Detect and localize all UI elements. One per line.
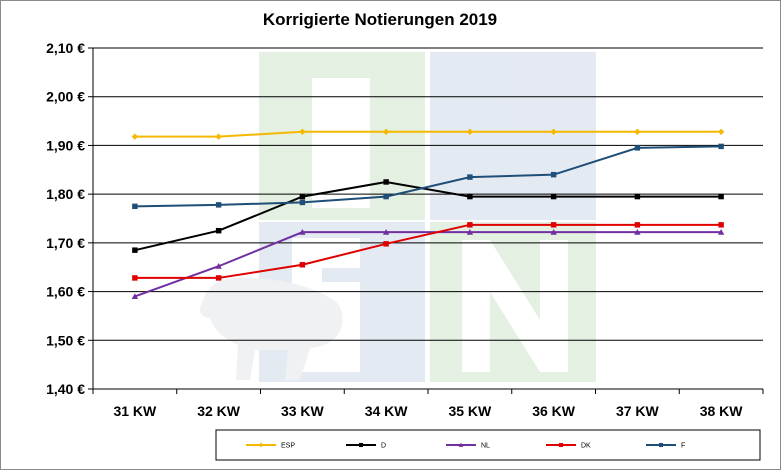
data-point bbox=[550, 128, 557, 135]
data-point bbox=[215, 133, 222, 140]
series-line bbox=[134, 180, 722, 252]
data-point bbox=[215, 263, 222, 269]
y-axis: 2,10 € 2,00 € 1,90 € 1,80 € 1,70 € 1,60 € 1,50… bbox=[46, 40, 94, 397]
data-point bbox=[718, 193, 724, 200]
legend-label: NL bbox=[481, 443, 490, 450]
data-point bbox=[299, 262, 306, 268]
y-tick-label: 1,80 € bbox=[46, 186, 85, 202]
data-point bbox=[132, 247, 138, 253]
legend-label: F bbox=[681, 443, 685, 450]
gridlines bbox=[93, 47, 763, 390]
data-point bbox=[550, 193, 557, 200]
y-tick-label: 1,50 € bbox=[46, 332, 85, 348]
series-dk bbox=[132, 222, 724, 281]
chart-title: Korrigierte Notierungen 2019 bbox=[263, 10, 497, 29]
data-point bbox=[382, 228, 390, 235]
series-esp bbox=[131, 128, 725, 140]
legend-marker bbox=[558, 442, 564, 448]
data-point bbox=[131, 293, 139, 300]
legend-item-esp: ESP bbox=[246, 443, 295, 450]
series-nl bbox=[131, 228, 725, 300]
data-point bbox=[467, 174, 473, 180]
x-tick-label: 36 KW bbox=[532, 403, 576, 419]
legend-label: D bbox=[381, 443, 386, 450]
series-lines bbox=[131, 128, 725, 300]
x-tick-label: 32 KW bbox=[197, 403, 241, 419]
watermark-logo bbox=[200, 52, 596, 382]
x-axis: 31 KW 32 KW 33 KW 34 KW 35 KW 36 KW 37 KW 38 KW bbox=[92, 388, 764, 419]
data-point bbox=[550, 222, 557, 228]
data-point bbox=[634, 128, 641, 135]
data-point bbox=[466, 228, 474, 235]
data-point bbox=[550, 171, 557, 178]
legend-marker bbox=[258, 442, 264, 448]
data-point bbox=[718, 143, 724, 150]
y-tick-label: 1,40 € bbox=[46, 381, 85, 397]
y-tick-label: 1,60 € bbox=[46, 284, 85, 300]
data-point bbox=[717, 128, 725, 135]
x-tick-label: 34 KW bbox=[365, 403, 409, 419]
data-point bbox=[299, 193, 306, 200]
data-point bbox=[382, 128, 390, 135]
data-point bbox=[466, 128, 474, 135]
legend-marker bbox=[458, 442, 464, 447]
legend: ESP D NL DK F bbox=[215, 429, 761, 461]
data-point bbox=[383, 241, 389, 247]
series-f bbox=[132, 143, 724, 210]
legend-item-dk: DK bbox=[546, 443, 591, 450]
series-line bbox=[134, 130, 722, 138]
data-point bbox=[634, 228, 641, 235]
series-line bbox=[134, 223, 722, 279]
data-point bbox=[299, 228, 306, 235]
data-point bbox=[132, 203, 138, 210]
data-point bbox=[634, 222, 641, 228]
data-point bbox=[383, 179, 389, 185]
legend-item-f: F bbox=[646, 443, 685, 450]
legend-label: ESP bbox=[281, 443, 295, 450]
data-point bbox=[299, 128, 306, 135]
legend-marker bbox=[658, 442, 664, 448]
series-d bbox=[132, 179, 724, 253]
data-point bbox=[383, 193, 389, 200]
data-point bbox=[215, 227, 222, 234]
series-line bbox=[134, 231, 722, 298]
data-point bbox=[467, 222, 473, 228]
y-tick-label: 2,00 € bbox=[46, 89, 85, 105]
data-point bbox=[718, 222, 724, 228]
data-point bbox=[550, 228, 557, 235]
data-point bbox=[132, 275, 138, 281]
y-tick-label: 2,10 € bbox=[46, 40, 85, 56]
x-tick-label: 38 KW bbox=[700, 403, 744, 419]
data-point bbox=[467, 193, 473, 200]
x-tick-label: 33 KW bbox=[281, 403, 325, 419]
y-tick-label: 1,70 € bbox=[46, 235, 85, 251]
series-line bbox=[134, 145, 722, 208]
data-point bbox=[131, 133, 139, 140]
x-tick-label: 35 KW bbox=[448, 403, 492, 419]
data-point bbox=[215, 202, 222, 208]
legend-marker bbox=[358, 442, 364, 448]
legend-item-d: D bbox=[346, 443, 386, 450]
legend-item-nl: NL bbox=[446, 443, 490, 450]
data-point bbox=[299, 199, 306, 206]
x-tick-label: 37 KW bbox=[616, 403, 660, 419]
data-point bbox=[634, 193, 641, 200]
data-point bbox=[215, 275, 222, 281]
x-tick-label: 31 KW bbox=[113, 403, 157, 419]
data-point bbox=[717, 228, 725, 235]
y-tick-label: 1,90 € bbox=[46, 137, 85, 153]
legend-label: DK bbox=[581, 443, 591, 450]
data-point bbox=[634, 145, 641, 151]
